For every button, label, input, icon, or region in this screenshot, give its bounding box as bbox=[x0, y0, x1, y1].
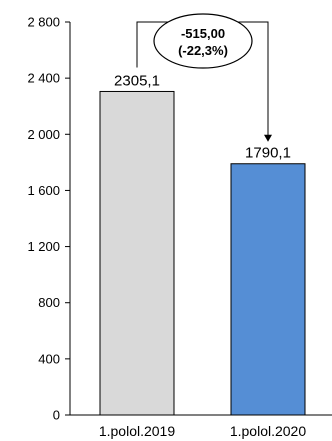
x-category-label: 1.polol.2019 bbox=[99, 423, 176, 439]
x-category-label: 1.polol.2020 bbox=[230, 423, 307, 439]
difference-percent-label: (-22,3%) bbox=[178, 43, 228, 58]
bar bbox=[230, 163, 306, 416]
difference-arrowhead bbox=[264, 134, 272, 142]
x-axis: 1.polol.2019 1.polol.2020 bbox=[70, 414, 332, 439]
difference-value-label: -515,00 bbox=[181, 26, 225, 41]
y-tick-label: 400 bbox=[38, 351, 60, 366]
bars: 2305,1 1790,1 bbox=[99, 72, 306, 416]
y-tick-label: 1 600 bbox=[27, 183, 60, 198]
y-tick-label: 800 bbox=[38, 295, 60, 310]
y-tick-label: 0 bbox=[53, 408, 60, 423]
y-tick-label: 2 000 bbox=[27, 127, 60, 142]
bar-value-label: 2305,1 bbox=[114, 72, 160, 89]
y-tick-label: 2 800 bbox=[27, 15, 60, 30]
y-axis: 0 400 800 1 200 1 600 2 000 2 400 2 800 bbox=[27, 15, 71, 423]
y-tick-label: 2 400 bbox=[27, 71, 60, 86]
difference-bubble bbox=[153, 13, 253, 69]
bar bbox=[99, 90, 175, 416]
y-tick-label: 1 200 bbox=[27, 239, 60, 254]
bar-value-label: 1790,1 bbox=[245, 145, 291, 162]
difference-annotation: -515,00 (-22,3%) bbox=[136, 13, 272, 142]
